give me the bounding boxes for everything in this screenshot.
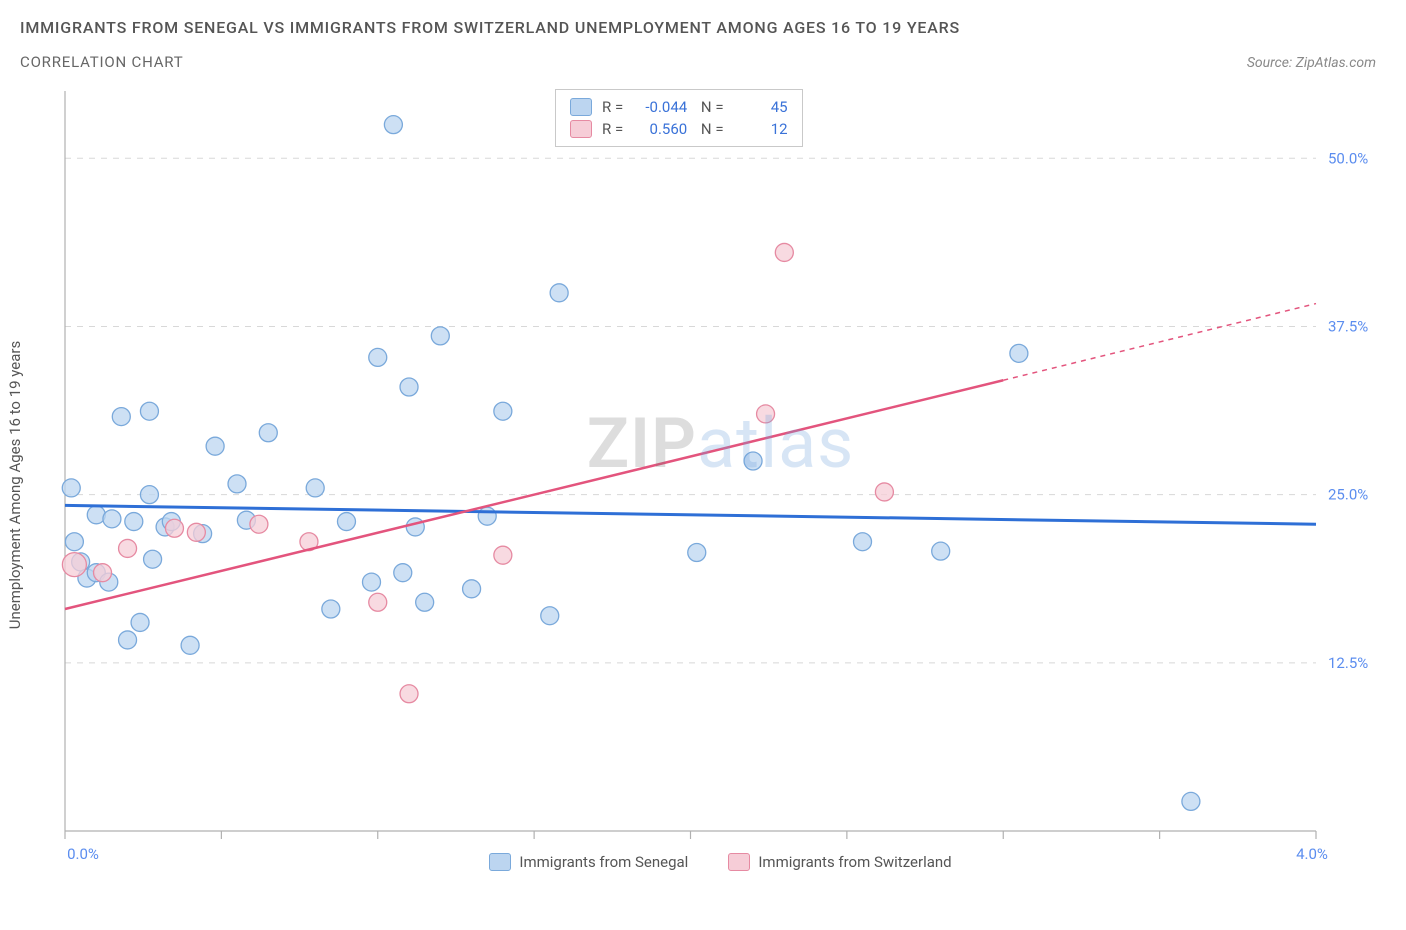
n-label: N = (697, 98, 723, 116)
swatch-switzerland-bottom (728, 853, 750, 871)
svg-text:12.5%: 12.5% (1328, 654, 1368, 672)
svg-text:25.0%: 25.0% (1328, 486, 1368, 504)
svg-text:37.5%: 37.5% (1328, 317, 1368, 335)
chart-area: Unemployment Among Ages 16 to 19 years 1… (55, 81, 1386, 871)
scatter-plot: 12.5%25.0%37.5%50.0%0.0%4.0% (55, 81, 1386, 871)
r-value-senegal: -0.044 (633, 98, 687, 116)
chart-title: IMMIGRANTS FROM SENEGAL VS IMMIGRANTS FR… (20, 18, 1386, 37)
n-value-switzerland: 12 (734, 120, 788, 138)
bottom-legend-label-senegal: Immigrants from Senegal (519, 853, 688, 871)
bottom-legend: Immigrants from Senegal Immigrants from … (55, 853, 1386, 871)
swatch-switzerland (570, 120, 592, 138)
r-label: R = (602, 120, 623, 138)
r-label: R = (602, 98, 623, 116)
r-value-switzerland: 0.560 (633, 120, 687, 138)
n-value-senegal: 45 (734, 98, 788, 116)
chart-subtitle: CORRELATION CHART (20, 53, 184, 71)
svg-text:50.0%: 50.0% (1328, 149, 1368, 167)
bottom-legend-label-switzerland: Immigrants from Switzerland (758, 853, 951, 871)
legend-row-switzerland: R = 0.560 N = 12 (570, 118, 788, 140)
n-label: N = (697, 120, 723, 138)
bottom-legend-switzerland: Immigrants from Switzerland (728, 853, 951, 871)
chart-source: Source: ZipAtlas.com (1247, 55, 1386, 71)
chart-header: IMMIGRANTS FROM SENEGAL VS IMMIGRANTS FR… (0, 0, 1406, 71)
correlation-legend: R = -0.044 N = 45 R = 0.560 N = 12 (555, 89, 803, 147)
swatch-senegal (570, 98, 592, 116)
subtitle-row: CORRELATION CHART Source: ZipAtlas.com (20, 53, 1386, 71)
y-axis-label: Unemployment Among Ages 16 to 19 years (6, 341, 24, 629)
bottom-legend-senegal: Immigrants from Senegal (489, 853, 688, 871)
swatch-senegal-bottom (489, 853, 511, 871)
legend-row-senegal: R = -0.044 N = 45 (570, 96, 788, 118)
